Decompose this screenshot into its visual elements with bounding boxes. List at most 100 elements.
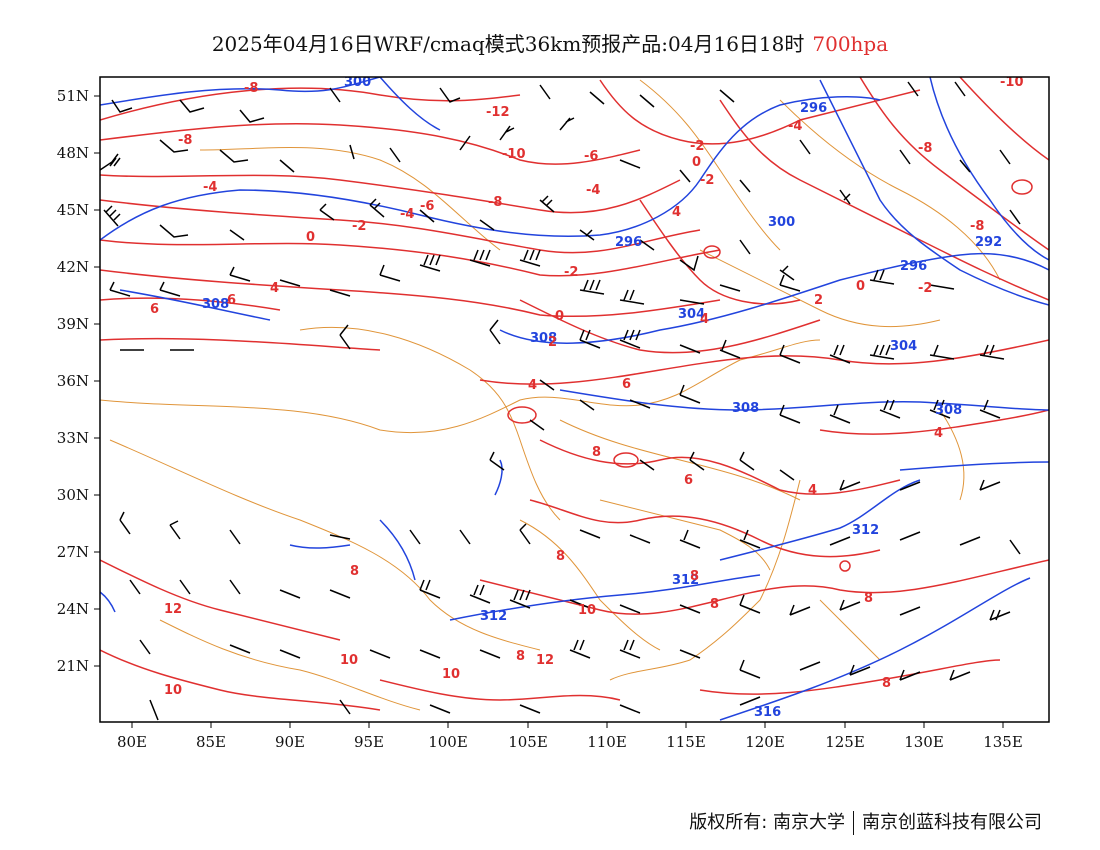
lon-label: 135E [983,733,1023,751]
temperature-contour-labels: -8 -12 -10 -8 -10 -6 -2 -4 -8 0 -4 -4 -2… [150,75,1024,698]
lon-label: 95E [354,733,384,751]
temperature-label: -2 [352,219,366,234]
temperature-label: -4 [203,180,217,195]
height-label: 304 [890,339,917,354]
height-contour-labels: 300 296 296 300 296 292 308 304 308 304 … [202,75,1002,720]
temperature-label: -8 [178,133,192,148]
temperature-label: -12 [486,105,510,120]
lon-label: 120E [745,733,785,751]
temperature-label: 8 [882,676,891,691]
height-label: 308 [935,403,962,418]
temperature-label: 2 [548,335,557,350]
temperature-label: -4 [400,207,414,222]
height-label: 304 [678,307,705,322]
map-frame [99,76,1050,723]
height-label: 308 [202,297,229,312]
lon-label: 80E [117,733,147,751]
temperature-label: -10 [1000,75,1024,90]
lon-label: 105E [508,733,548,751]
lat-label: 21N [57,657,89,675]
boundary-lines [100,79,1001,711]
temperature-label: -6 [584,149,598,164]
temperature-label: 12 [164,602,182,617]
longitude-labels: 80E 85E 90E 95E 100E 105E 110E 115E 120E… [117,733,1023,751]
lat-label: 48N [57,144,89,162]
temperature-label: 6 [150,302,159,317]
lat-label: 42N [57,258,89,276]
footer-divider [853,811,854,835]
temperature-label: -4 [788,119,802,134]
temperature-label: 2 [814,293,823,308]
height-label: 296 [615,235,642,250]
height-label: 312 [672,573,699,588]
lat-label: 30N [57,486,89,504]
temperature-label: -8 [918,141,932,156]
height-contours [100,77,1049,721]
temperature-label: -2 [700,173,714,188]
height-label: 316 [754,705,781,720]
temperature-label: 10 [442,667,460,682]
temperature-label: 4 [700,312,709,327]
wind-barbs [100,81,1021,721]
temperature-label: 8 [516,649,525,664]
lon-label: 110E [587,733,627,751]
copyright-text: 版权所有: 南京大学 [689,812,845,833]
temperature-label: -8 [488,195,502,210]
temperature-label: 8 [864,591,873,606]
height-label: 296 [900,259,927,274]
lat-label: 36N [57,372,89,390]
temperature-label: 8 [690,569,699,584]
lat-label: 45N [57,201,89,219]
temperature-label: 4 [934,426,943,441]
company-text: 南京创蓝科技有限公司 [862,812,1042,833]
height-label: 312 [480,609,507,624]
temperature-label: 4 [672,205,681,220]
temperature-label: -6 [420,199,434,214]
temperature-label: -10 [502,147,526,162]
temperature-label: 8 [592,445,601,460]
lat-label: 51N [57,87,89,105]
lon-label: 85E [196,733,226,751]
temperature-label: 10 [164,683,182,698]
latitude-labels: 51N 48N 45N 42N 39N 36N 33N 30N 27N 24N … [57,87,89,675]
temperature-label: -2 [918,281,932,296]
title-main: 2025年04月16日WRF/cmaq模式36km预报产品:04月16日18时 [211,32,805,56]
pressure-level: 700hpa [812,32,889,56]
temperature-label: 10 [340,653,358,668]
lat-label: 27N [57,543,89,561]
temperature-label: 8 [350,564,359,579]
footer-credit: 版权所有: 南京大学 南京创蓝科技有限公司 [689,808,1042,835]
lon-label: 100E [428,733,468,751]
temperature-label: 6 [684,473,693,488]
axis-ticks [94,95,1004,728]
height-label: 300 [768,215,795,230]
map-area: 300 296 296 300 296 292 308 304 308 304 … [100,75,1049,721]
height-label: 308 [732,401,759,416]
height-label: 312 [852,523,879,538]
temperature-label: 0 [306,230,315,245]
height-label: 296 [800,101,827,116]
temperature-label: 4 [270,281,279,296]
lat-label: 39N [57,315,89,333]
height-label: 292 [975,235,1002,250]
temperature-label: 4 [808,483,817,498]
temperature-label: 6 [622,377,631,392]
lat-label: 33N [57,429,89,447]
temperature-label: 6 [227,293,236,308]
temperature-label: 0 [555,309,564,324]
height-label: 300 [344,75,371,90]
map-title: 2025年04月16日WRF/cmaq模式36km预报产品:04月16日18时 7… [0,28,1100,57]
height-label: 308 [530,331,557,346]
lon-label: 90E [275,733,305,751]
temperature-label: -2 [690,139,704,154]
lat-label: 24N [57,600,89,618]
temperature-label: -8 [970,219,984,234]
temperature-label: 0 [692,155,701,170]
temperature-label: 0 [856,279,865,294]
temperature-label: 8 [710,597,719,612]
lon-label: 130E [904,733,944,751]
temperature-label: 12 [536,653,554,668]
temperature-label: -2 [564,265,578,280]
lon-label: 115E [666,733,706,751]
